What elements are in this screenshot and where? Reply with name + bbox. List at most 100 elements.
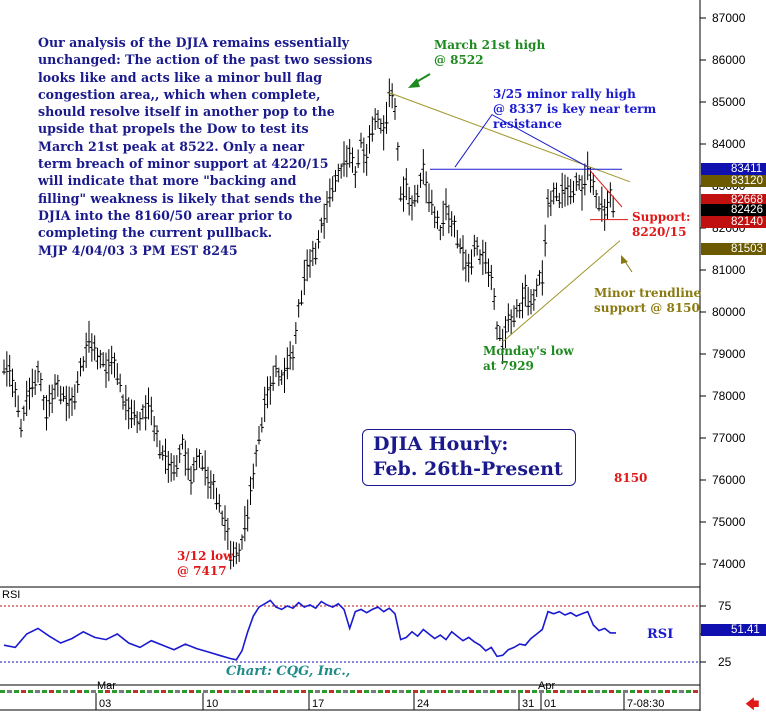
session-marker [14, 690, 19, 693]
session-marker [189, 690, 194, 693]
session-marker [441, 690, 446, 693]
session-marker [210, 690, 215, 693]
time-day-label: 7-08:30 [627, 698, 664, 710]
session-marker [623, 690, 628, 693]
session-marker [630, 690, 635, 693]
price-tick-label: 87000 [712, 11, 746, 25]
session-marker [0, 690, 5, 693]
annotation-support: Support: 8220/15 [632, 210, 691, 239]
price-tick-label: 78000 [712, 389, 746, 403]
session-marker [378, 690, 383, 693]
session-marker [224, 690, 229, 693]
session-marker [280, 690, 285, 693]
session-marker [56, 690, 61, 693]
scroll-left-icon[interactable]: 🡄 [745, 697, 760, 713]
time-day-label: 10 [206, 698, 218, 710]
session-marker [497, 690, 502, 693]
price-bars [2, 78, 616, 570]
time-month-label: Mar [97, 680, 116, 692]
analysis-commentary: Our analysis of the DJIA remains essenti… [38, 35, 373, 258]
session-marker [581, 690, 586, 693]
price-tick-label: 75000 [712, 515, 746, 529]
session-marker [196, 690, 201, 693]
annotation-mondays-low: Monday's low at 7929 [483, 344, 574, 373]
session-marker [217, 690, 222, 693]
session-marker [252, 690, 257, 693]
price-tick-label: 86000 [712, 53, 746, 67]
session-marker [322, 690, 327, 693]
session-marker [154, 690, 159, 693]
price-tick-label: 84000 [712, 137, 746, 151]
session-marker [84, 690, 89, 693]
session-marker [308, 690, 313, 693]
session-marker [476, 690, 481, 693]
session-marker [413, 690, 418, 693]
chart-title: DJIA Hourly: Feb. 26th-Present [362, 429, 576, 486]
session-marker [105, 690, 110, 693]
session-marker [490, 690, 495, 693]
session-marker [588, 690, 593, 693]
session-marker [161, 690, 166, 693]
rsi-panel: 75 25 [0, 599, 732, 669]
price-marker-badge: 82668 [701, 193, 766, 206]
session-marker [266, 690, 271, 693]
price-tick-label: 74000 [712, 557, 746, 571]
time-day-label: 24 [417, 698, 429, 710]
session-marker [91, 690, 96, 693]
bull-flag-upper-line [389, 92, 631, 183]
session-marker [427, 690, 432, 693]
session-marker [98, 690, 103, 693]
session-marker [371, 690, 376, 693]
session-marker [420, 690, 425, 693]
price-tick-label: 76000 [712, 473, 746, 487]
session-marker [364, 690, 369, 693]
price-marker-badge: 83411 [701, 162, 766, 175]
trend-lines [389, 92, 631, 343]
price-tick-label: 81000 [712, 263, 746, 277]
session-marker [504, 690, 509, 693]
minor-trendline-support [502, 240, 621, 343]
annotation-312-low: 3/12 low @ 7417 [177, 549, 234, 578]
session-marker [651, 690, 656, 693]
session-marker [455, 690, 460, 693]
session-marker [329, 690, 334, 693]
session-marker [658, 690, 663, 693]
session-marker [448, 690, 453, 693]
session-marker [28, 690, 33, 693]
price-tick-label: 85000 [712, 95, 746, 109]
session-marker [203, 690, 208, 693]
session-marker [336, 690, 341, 693]
time-day-label: 17 [312, 698, 324, 710]
resistance-pointer [454, 113, 589, 168]
price-tick-label: 77000 [712, 431, 746, 445]
session-marker [294, 690, 299, 693]
annotation-level-8150: 8150 [614, 471, 648, 485]
session-marker [175, 690, 180, 693]
time-day-label: 31 [522, 698, 534, 710]
session-marker [21, 690, 26, 693]
session-marker [42, 690, 47, 693]
session-marker [343, 690, 348, 693]
session-marker [238, 690, 243, 693]
time-axis: Mar Apr 03 10 17 24 31 01 7-08:30 [0, 680, 698, 710]
session-marker [357, 690, 362, 693]
march21-arrow-head [408, 78, 420, 88]
session-marker [511, 690, 516, 693]
time-day-label: 03 [99, 698, 111, 710]
session-marker [273, 690, 278, 693]
session-marker [301, 690, 306, 693]
session-marker [483, 690, 488, 693]
session-marker [567, 690, 572, 693]
session-marker [350, 690, 355, 693]
rsi-value-badge: 51.41 [701, 624, 766, 636]
session-marker [616, 690, 621, 693]
session-marker [245, 690, 250, 693]
annotation-minor-rally-high: 3/25 minor rally high @ 8337 is key near… [493, 87, 657, 131]
session-marker [63, 690, 68, 693]
time-month-label: Apr [538, 680, 555, 692]
price-axis-ticks: 8700086000850008400083000820008100080000… [700, 11, 746, 571]
rsi-panel-label: RSI [2, 589, 21, 601]
session-marker [679, 690, 684, 693]
session-marker [539, 690, 544, 693]
